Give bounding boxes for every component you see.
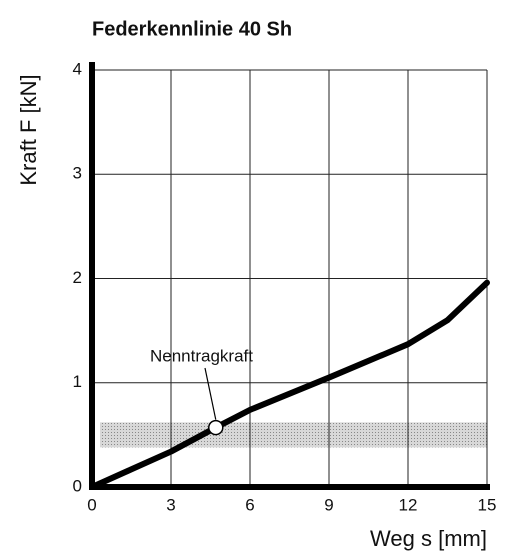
x-tick-label: 9 [324, 495, 333, 514]
y-axis-label: Kraft F [kN] [16, 74, 41, 185]
spring-curve [89, 279, 490, 490]
annotation-leader [204, 367, 217, 420]
y-tick-label: 2 [73, 268, 82, 287]
y-tick-label: 0 [73, 476, 82, 495]
y-tick-label: 1 [73, 372, 82, 391]
rated-load-band [100, 422, 487, 448]
x-tick-label: 0 [87, 495, 96, 514]
x-tick-label: 6 [245, 495, 254, 514]
x-tick-label: 12 [399, 495, 418, 514]
annotation-point [208, 419, 224, 436]
chart-title: Federkennlinie 40 Sh [92, 18, 292, 40]
y-tick-label: 4 [73, 59, 82, 78]
x-axis-label: Weg s [mm] [370, 526, 487, 551]
x-tick-label: 15 [478, 495, 497, 514]
y-tick-label: 3 [73, 164, 82, 183]
x-tick-label: 3 [166, 495, 175, 514]
annotation-label: Nenntragkraft [150, 346, 253, 365]
